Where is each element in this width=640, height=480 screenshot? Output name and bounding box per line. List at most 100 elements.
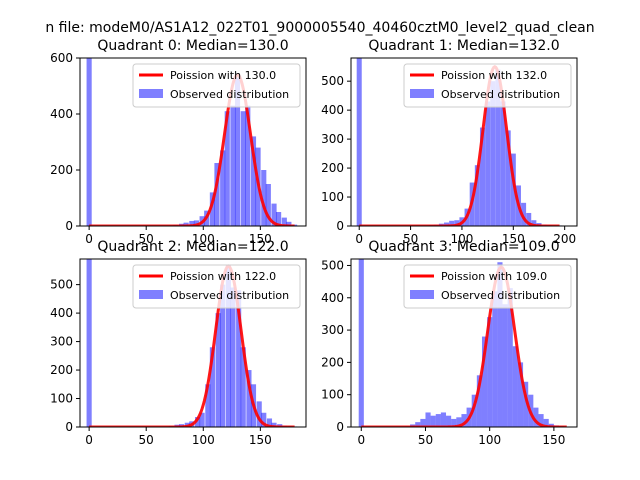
hist-bar <box>209 347 215 427</box>
hist-bar <box>193 220 199 226</box>
hist-bar <box>214 163 220 226</box>
hist-bar <box>234 77 241 226</box>
y-tick-label: 200 <box>321 355 344 369</box>
hist-bar <box>456 417 462 427</box>
legend: Poission with 132.0 Observed distribution <box>403 63 572 108</box>
axes-frame <box>79 57 307 227</box>
hist-bar <box>240 347 246 427</box>
hist-bar <box>209 192 215 226</box>
legend-label-poisson: Poission with 132.0 <box>441 69 547 82</box>
y-tick-label: 300 <box>321 132 344 146</box>
y-tick-label: 600 <box>50 51 73 65</box>
x-tick-label: 100 <box>478 433 501 447</box>
hist-bar <box>358 259 364 427</box>
x-tick-label: 0 <box>85 232 93 246</box>
hist-bar <box>286 221 292 226</box>
hist-bar <box>454 220 460 226</box>
hist-bar <box>449 220 455 226</box>
hist-bar <box>183 222 189 226</box>
legend-label-poisson: Poission with 109.0 <box>441 270 547 283</box>
poisson-curve <box>361 265 567 427</box>
hist-bar <box>265 184 271 226</box>
y-tick-label: 400 <box>321 291 344 305</box>
hist-bar <box>240 111 246 226</box>
hist-bar <box>271 203 277 226</box>
hist-bar <box>512 346 518 427</box>
legend-bar-swatch <box>410 89 434 98</box>
hist-bar <box>230 287 236 427</box>
figure-suptitle: n file: modeM0/AS1A12_022T01_9000005540_… <box>45 20 594 36</box>
hist-bar <box>500 101 506 226</box>
hist-bar <box>225 264 231 427</box>
y-tick-label: 500 <box>321 74 344 88</box>
hist-bar <box>533 407 539 427</box>
hist-bar <box>510 153 516 226</box>
hist-bar <box>420 418 426 427</box>
y-tick-label: 100 <box>321 190 344 204</box>
hist-bar <box>224 111 230 226</box>
legend-bar-swatch <box>410 290 434 299</box>
hist-bar <box>471 394 477 427</box>
hist-bar <box>435 414 441 427</box>
subplot-title: Quadrant 2: Median=122.0 <box>97 239 288 255</box>
x-tick-label: 50 <box>139 433 154 447</box>
y-tick-label: 400 <box>321 103 344 117</box>
legend-box <box>132 63 301 108</box>
hist-bar <box>490 81 496 226</box>
hist-bar <box>189 220 195 226</box>
hist-bar <box>526 212 532 226</box>
x-tick-label: 200 <box>553 232 576 246</box>
legend-label-observed: Observed distribution <box>170 88 289 101</box>
hist-bar <box>538 414 544 427</box>
hist-bar <box>495 69 501 226</box>
poisson-curve <box>359 64 560 226</box>
subplot-grid: 0 50 100 150 0 200 400 600 Quadrant 0: Median=13… <box>50 38 578 447</box>
hist-bar <box>451 418 457 427</box>
hist-bar <box>521 202 527 226</box>
y-tick-label: 200 <box>321 161 344 175</box>
hist-bar <box>531 220 537 226</box>
hist-bar <box>446 415 452 427</box>
legend-label-poisson: Poission with 122.0 <box>170 270 276 283</box>
hist-bar <box>479 127 486 226</box>
hist-bar <box>245 105 251 226</box>
hist-bar <box>215 313 221 427</box>
y-tick-label: 400 <box>50 306 73 320</box>
y-tick-label: 200 <box>50 363 73 377</box>
hist-bar <box>261 170 267 226</box>
x-tick-label: 100 <box>450 232 473 246</box>
hist-bar <box>492 291 498 427</box>
y-tick-label: 400 <box>50 107 73 121</box>
subplot-2: 0 50 100 150 0 100 200 300 400 500 Quadrant 2: Med… <box>50 239 307 447</box>
hist-bar <box>271 422 277 427</box>
legend: Poission with 122.0 Observed distribution <box>132 264 301 309</box>
x-tick-label: 100 <box>192 232 215 246</box>
subplot-0: 0 50 100 150 0 200 400 600 Quadrant 0: Median=13… <box>50 38 307 246</box>
x-tick-label: 0 <box>357 433 365 447</box>
x-tick-label: 150 <box>249 232 272 246</box>
hist-bar <box>517 362 524 427</box>
hist-bar <box>461 414 467 427</box>
hist-bar <box>481 336 488 427</box>
hist-bar <box>425 412 431 427</box>
y-tick-label: 0 <box>336 420 344 434</box>
hist-bar <box>415 422 421 427</box>
hist-bar <box>502 304 508 427</box>
hist-bar <box>430 415 436 427</box>
legend: Poission with 130.0 Observed distribution <box>132 63 301 108</box>
legend-bar-swatch <box>139 89 163 98</box>
hist-bar <box>487 317 493 427</box>
legend-label-observed: Observed distribution <box>441 289 560 302</box>
x-tick-label: 0 <box>85 433 93 447</box>
hist-bar <box>199 412 205 427</box>
x-tick-label: 150 <box>502 232 525 246</box>
hist-bar <box>543 418 549 427</box>
y-tick-label: 0 <box>65 219 73 233</box>
hist-bar <box>194 417 201 427</box>
y-tick-label: 100 <box>321 388 344 402</box>
y-tick-label: 0 <box>65 420 73 434</box>
subplot-1: 0 50 100 150 200 0 100 200 300 400 500 Quadrant 1: … <box>321 38 578 246</box>
legend-label-poisson: Poission with 130.0 <box>170 69 276 82</box>
legend-box <box>403 63 572 108</box>
